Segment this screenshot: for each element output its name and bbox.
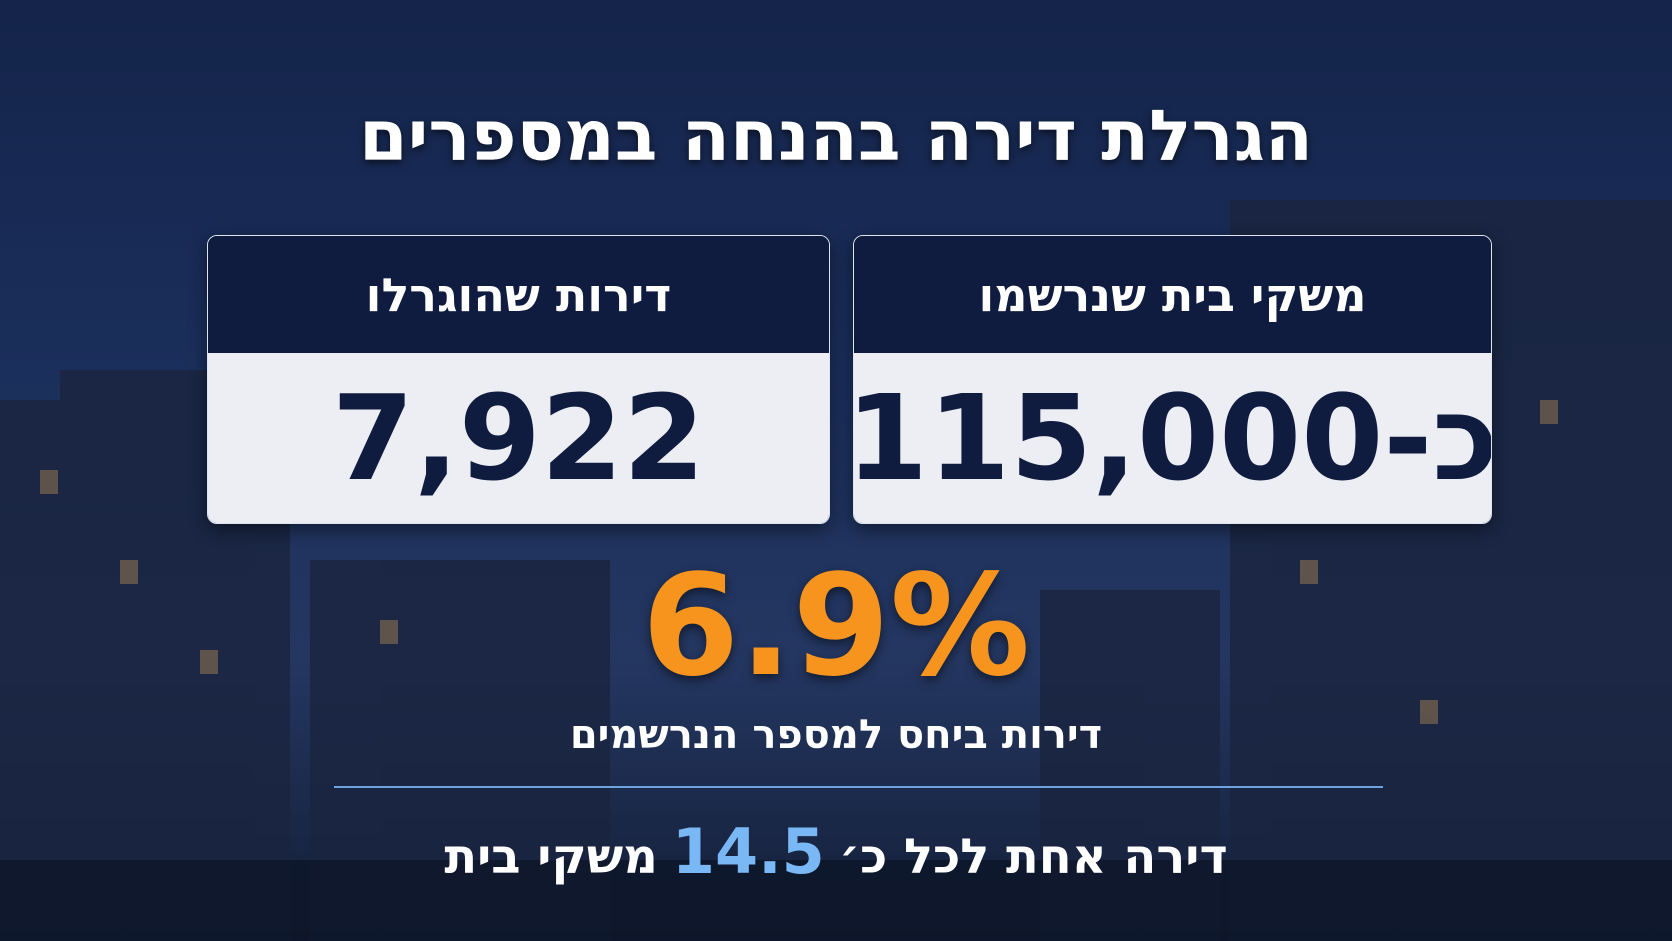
card-value: כ-115,000: [854, 353, 1491, 523]
title: הגרלת דירה בהנחה במספרים: [359, 95, 1313, 177]
highlight-value: 6.9%: [641, 545, 1031, 708]
footer-number: 14.5: [671, 815, 825, 888]
stat-card: דירות שהוגרלו 7,922: [207, 235, 830, 524]
divider: [334, 786, 1383, 788]
footer-text: משקי בית: [444, 829, 658, 885]
footer-text: דירה אחת לכל כ׳: [838, 829, 1228, 885]
highlight-caption: דירות ביחס למספר הנרשמים: [569, 712, 1103, 758]
stat-card: משקי בית שנרשמו כ-115,000: [853, 235, 1492, 524]
card-label: משקי בית שנרשמו: [854, 236, 1491, 353]
card-value: 7,922: [208, 353, 829, 523]
footer: דירה אחת לכל כ׳14.5משקי בית: [0, 815, 1672, 888]
card-label: דירות שהוגרלו: [208, 236, 829, 353]
